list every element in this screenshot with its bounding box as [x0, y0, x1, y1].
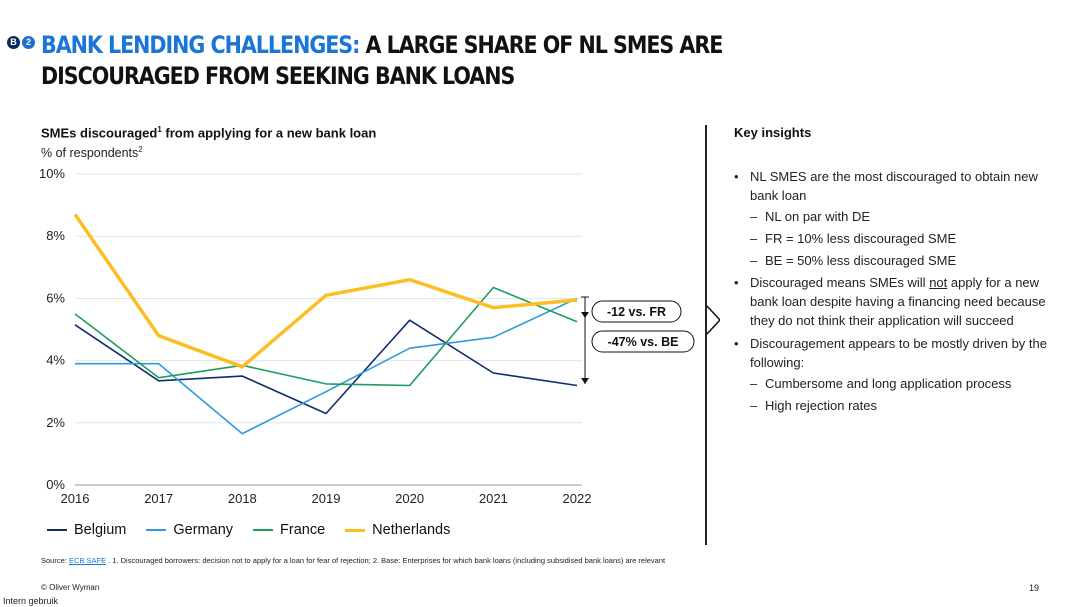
insight-bullet-2-post: apply for a new bank loan despite having… [750, 275, 1046, 328]
chart-title-end: from applying for a new bank loan [161, 125, 377, 141]
chart-subtitle-footnote: 2 [138, 145, 143, 154]
chart-title: SMEs discouraged1 from applying for a ne… [41, 125, 376, 140]
chart-subtitle: % of respondents2 [41, 145, 143, 160]
page-title-highlight: BANK LENDING CHALLENGES: [41, 31, 360, 59]
chart-grid [75, 173, 582, 486]
y-tick-label: 4% [46, 353, 65, 368]
brand-badge-b: B [7, 36, 20, 49]
x-axis-ticks: 2016 2017 2018 2019 2020 2021 2022 [61, 491, 592, 506]
chart-subtitle-main: % of respondents [41, 146, 139, 161]
vertical-divider [705, 125, 707, 545]
series-line-germany [75, 297, 578, 435]
x-tick-label: 2020 [395, 491, 424, 506]
legend-item-germany: Germany [146, 522, 233, 538]
legend-item-france: France [253, 522, 325, 538]
y-tick-label: 0% [46, 477, 65, 492]
source-link[interactable]: ECB SAFE [68, 556, 107, 565]
legend-swatch [146, 529, 167, 531]
legend-item-belgium: Belgium [47, 522, 126, 538]
insight-bullet-2-underlined: not [929, 275, 948, 290]
series-line-france [74, 286, 578, 387]
legend-label: Netherlands [372, 522, 451, 538]
source-label: Source: [41, 556, 69, 565]
legend-label: France [280, 522, 326, 538]
insight-bullet-2: Discouraged means SMEs will not apply fo… [734, 273, 1054, 330]
x-tick-label: 2021 [479, 491, 508, 506]
y-tick-label: 8% [46, 228, 65, 243]
chart-annotations: -12 vs. FR -47% vs. BE [581, 296, 695, 384]
x-tick-label: 2017 [144, 491, 173, 506]
copyright: © Oliver Wyman [41, 583, 100, 592]
chevron-right-icon [705, 304, 720, 336]
bracket-arrow-be [581, 378, 589, 384]
series-line-belgium [74, 319, 578, 415]
legend-label: Belgium [74, 522, 127, 538]
source-text: . 1. Discouraged borrowers: decision not… [106, 556, 666, 565]
chart-title-footnote: 1 [157, 125, 162, 134]
insights-title: Key insights [734, 125, 812, 140]
insight-sub-3-2: High rejection rates [734, 396, 1054, 415]
insight-sub-1-1: NL on par with DE [734, 207, 1054, 226]
chart-title-main: SMEs discouraged [41, 125, 158, 141]
line-chart: 0%2%4%6%8%10% 2016 2017 2018 2019 2020 2021 20… [39, 166, 720, 506]
annotation-fr-box [591, 300, 682, 323]
legend-swatch [345, 528, 366, 532]
legend-label: Germany [173, 522, 234, 538]
insight-bullet-3: Discouragement appears to be mostly driv… [734, 334, 1054, 372]
x-tick-label: 2018 [228, 491, 257, 506]
series-line-netherlands [73, 213, 578, 369]
legend-item-netherlands: Netherlands [345, 522, 450, 538]
page-number: 19 [1029, 583, 1040, 593]
y-tick-label: 2% [46, 415, 65, 430]
insight-sub-3-1: Cumbersome and long application process [734, 374, 1054, 393]
page-title-rest: A LARGE SHARE OF NL SMES ARE DISCOURAGED… [41, 31, 723, 90]
y-axis-ticks: 0% 2% 4% 6% 8% 10% [39, 166, 65, 492]
insight-bullet-2-pre: Discouraged means SMEs will [750, 275, 930, 290]
page-title: BANK LENDING CHALLENGES: A LARGE SHARE O… [41, 30, 815, 92]
insights-list: NL SMES are the most discouraged to obta… [734, 167, 1054, 418]
bracket-arrow-fr [581, 312, 589, 318]
annotation-fr: -12 vs. FR [607, 305, 666, 319]
insight-sub-1-2: FR = 10% less discouraged SME [734, 229, 1054, 248]
legend-swatch [47, 529, 67, 531]
x-tick-label: 2022 [563, 491, 592, 506]
y-tick-label: 10% [39, 166, 65, 181]
source-note: Source: ECB SAFE . 1. Discouraged borrow… [41, 556, 665, 565]
chart-series [73, 213, 578, 435]
annotation-be: -47% vs. BE [608, 335, 679, 349]
x-tick-label: 2019 [312, 491, 341, 506]
classification-label: Intern gebruik [3, 596, 59, 606]
y-tick-label: 6% [46, 290, 65, 305]
annotation-be-box [591, 330, 695, 353]
chart-legend: Belgium Germany France Netherlands [47, 522, 450, 538]
insight-bullet-1: NL SMES are the most discouraged to obta… [734, 167, 1054, 205]
legend-swatch [253, 529, 274, 531]
brand-badge-2: 2 [22, 36, 35, 49]
x-tick-label: 2016 [61, 491, 90, 506]
insight-sub-1-3: BE = 50% less discouraged SME [734, 251, 1054, 270]
